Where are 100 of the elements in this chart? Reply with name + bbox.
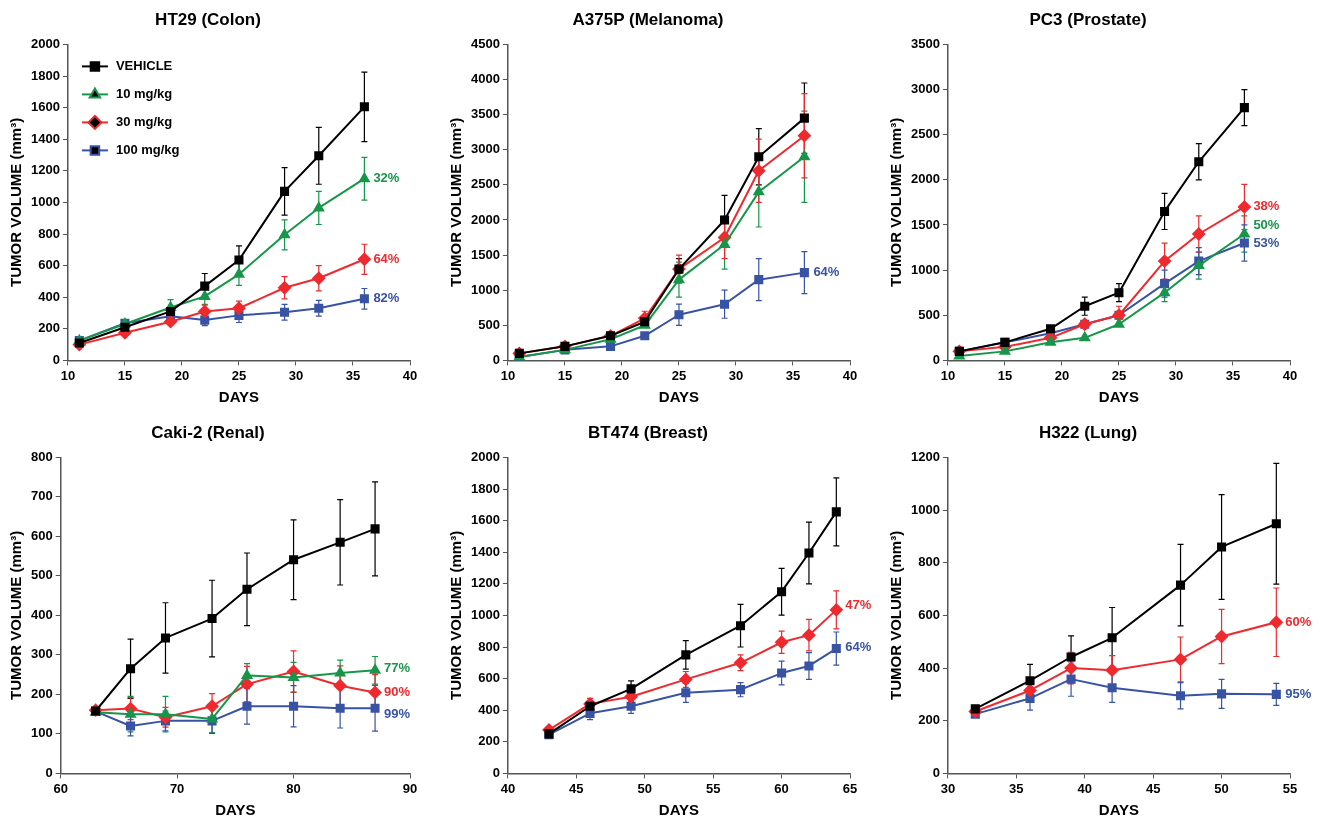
y-tick-label: 3500 [911, 35, 940, 51]
x-axis-title: DAYS [658, 388, 700, 406]
x-tick-label: 10 [500, 367, 516, 383]
y-tick-label: 1400 [471, 543, 500, 559]
y-tick-label: 200 [30, 685, 53, 701]
y-tick-label: 800 [30, 448, 53, 464]
annotation: 95% [1285, 685, 1312, 701]
x-tick-label: 10 [60, 367, 76, 383]
y-tick-label: 4500 [471, 35, 500, 51]
y-tick-label: 1500 [471, 246, 500, 262]
y-axis-title: TUMOR VOLUME (mm³) [7, 530, 25, 700]
y-tick-label: 300 [30, 646, 53, 662]
chart-title: BT474 (Breast) [588, 422, 708, 442]
y-tick-label: 0 [932, 764, 940, 780]
annotation: 47% [845, 596, 872, 612]
annotation: 60% [1285, 613, 1312, 629]
annotation: 64% [373, 250, 400, 266]
x-tick-label: 55 [705, 780, 721, 796]
x-tick-label: 25 [231, 367, 247, 383]
annotation: 38% [1253, 198, 1280, 214]
y-tick-label: 500 [478, 316, 500, 332]
y-axis-title: TUMOR VOLUME (mm³) [447, 117, 465, 287]
y-tick-label: 2000 [911, 171, 940, 187]
y-tick-label: 200 [918, 712, 940, 728]
y-tick-label: 1200 [911, 448, 940, 464]
x-tick-label: 50 [1214, 780, 1229, 796]
chart-title: PC3 (Prostate) [1029, 9, 1147, 29]
y-tick-label: 2000 [31, 35, 60, 51]
annotation: 53% [1253, 234, 1280, 250]
y-tick-label: 500 [30, 567, 53, 583]
x-tick-label: 30 [728, 367, 744, 383]
y-tick-label: 4000 [471, 71, 500, 87]
y-tick-label: 700 [30, 488, 53, 504]
x-tick-label: 40 [500, 780, 516, 796]
annotation: 90% [384, 684, 411, 699]
x-tick-label: 25 [671, 367, 687, 383]
y-tick-label: 0 [492, 351, 500, 367]
annotation: 77% [384, 660, 411, 676]
y-tick-label: 400 [918, 659, 940, 675]
y-axis-title: TUMOR VOLUME (mm³) [7, 117, 25, 287]
y-axis-title: TUMOR VOLUME (mm³) [887, 530, 905, 700]
y-tick-label: 200 [478, 733, 500, 749]
y-tick-label: 1800 [471, 480, 500, 496]
y-tick-label: 1600 [471, 512, 500, 528]
y-tick-label: 200 [38, 320, 60, 336]
y-tick-label: 1000 [911, 501, 940, 517]
y-tick-label: 0 [932, 351, 940, 367]
x-tick-label: 20 [1054, 367, 1070, 383]
annotation: 64% [845, 638, 872, 654]
x-tick-label: 30 [940, 780, 956, 796]
annotation: 82% [373, 290, 400, 306]
y-tick-label: 800 [918, 554, 940, 570]
chart-title: HT29 (Colon) [155, 9, 261, 29]
x-tick-label: 25 [1111, 367, 1127, 383]
x-tick-label: 45 [569, 780, 584, 796]
x-tick-label: 35 [1009, 780, 1024, 796]
x-tick-label: 60 [53, 780, 68, 796]
x-axis-title: DAYS [215, 801, 256, 819]
legend-label: VEHICLE [115, 57, 173, 73]
y-tick-label: 1000 [31, 193, 60, 209]
x-tick-label: 45 [1145, 780, 1161, 796]
y-tick-label: 0 [492, 764, 500, 780]
y-tick-label: 1400 [31, 130, 60, 146]
y-tick-label: 1800 [31, 67, 60, 83]
y-tick-label: 1200 [471, 575, 500, 591]
y-tick-label: 1000 [911, 261, 940, 277]
y-tick-label: 800 [38, 225, 60, 241]
x-tick-label: 30 [1168, 367, 1184, 383]
y-tick-label: 500 [918, 306, 940, 322]
x-axis-title: DAYS [1098, 388, 1140, 406]
chart-title: Caki-2 (Renal) [151, 422, 265, 442]
x-tick-label: 50 [637, 780, 652, 796]
x-tick-label: 40 [1282, 367, 1298, 383]
y-axis-title: TUMOR VOLUME (mm³) [887, 117, 905, 287]
x-tick-label: 60 [774, 780, 789, 796]
legend-label: 100 mg/kg [115, 141, 180, 157]
x-axis-title: DAYS [658, 801, 700, 819]
y-tick-label: 2500 [471, 176, 500, 192]
x-axis-title: DAYS [1098, 801, 1140, 819]
y-axis-title: TUMOR VOLUME (mm³) [447, 530, 465, 700]
x-tick-label: 30 [288, 367, 304, 383]
y-tick-label: 600 [478, 670, 500, 686]
y-tick-label: 1000 [471, 281, 500, 297]
y-tick-label: 400 [38, 288, 60, 304]
y-tick-label: 400 [30, 606, 53, 622]
legend-label: 30 mg/kg [115, 113, 173, 129]
y-tick-label: 100 [30, 725, 53, 741]
chart-title: A375P (Melanoma) [572, 9, 724, 29]
y-tick-label: 1200 [31, 162, 60, 178]
x-tick-label: 15 [557, 367, 573, 383]
y-tick-label: 0 [45, 764, 53, 780]
y-tick-label: 600 [38, 257, 60, 273]
y-tick-label: 0 [52, 351, 60, 367]
y-tick-label: 400 [478, 701, 500, 717]
y-tick-label: 2000 [471, 211, 500, 227]
annotation: 64% [813, 264, 840, 280]
annotation: 32% [373, 170, 400, 186]
x-tick-label: 55 [1282, 780, 1298, 796]
y-tick-label: 600 [30, 527, 53, 543]
y-tick-label: 1000 [471, 606, 500, 622]
